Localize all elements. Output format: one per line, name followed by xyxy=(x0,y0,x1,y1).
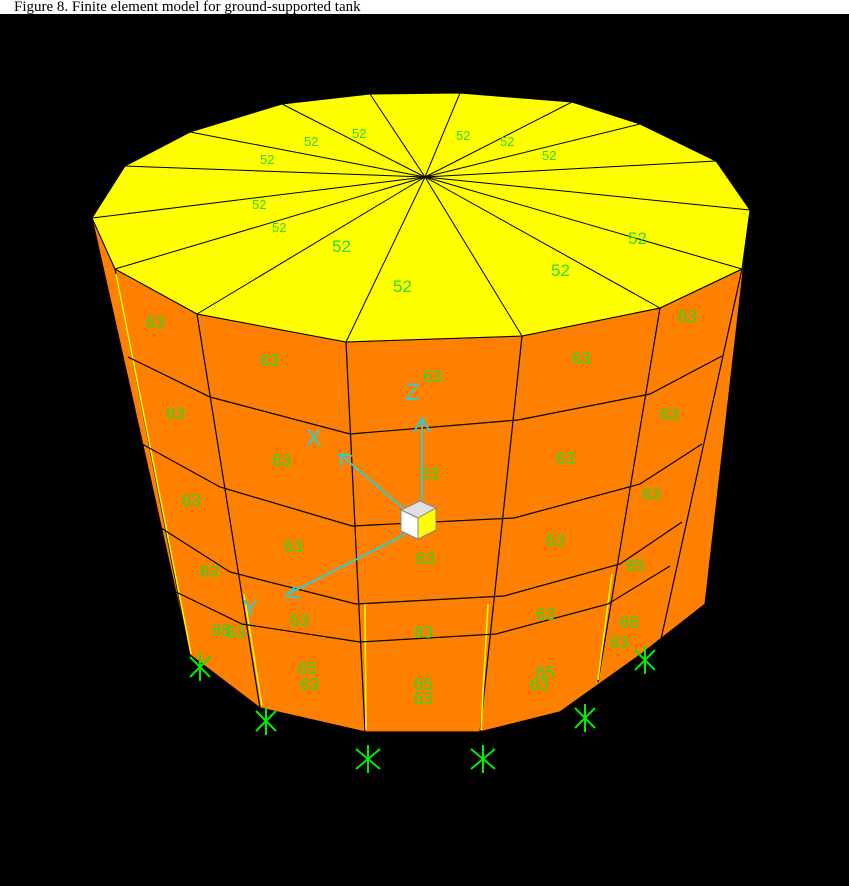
wall-label: 63 xyxy=(642,485,661,504)
wall-label: 63 xyxy=(272,451,291,470)
wall-label: 63 xyxy=(660,405,679,424)
x-axis-arrow xyxy=(338,452,353,467)
wall-label: 63 xyxy=(678,307,697,326)
roof-label: 52 xyxy=(628,229,647,248)
roof-label: 52 xyxy=(272,220,286,235)
wall-label: 63 xyxy=(146,313,165,332)
roof-label: 52 xyxy=(393,277,412,296)
roof-label: 52 xyxy=(260,152,274,167)
wall-label: 63 xyxy=(556,449,575,468)
wall-label: 63 xyxy=(200,562,219,581)
tank-roof xyxy=(91,92,751,343)
support-icon xyxy=(470,745,496,773)
wall-label: 63 xyxy=(226,623,245,642)
support-icon xyxy=(355,745,381,773)
wall-label: 63 xyxy=(416,549,435,568)
roof-label: 52 xyxy=(551,261,570,280)
wall-label: 65 xyxy=(536,663,555,682)
wall-label: 63 xyxy=(572,349,591,368)
wall-label: 65 xyxy=(620,613,639,632)
roof-label: 52 xyxy=(332,237,351,256)
wall-label: 65 xyxy=(626,556,645,575)
support-icon xyxy=(634,646,656,674)
support-icon xyxy=(574,704,596,732)
wall-label: 63 xyxy=(414,623,433,642)
y-axis-label: Y xyxy=(242,595,258,622)
x-axis-line xyxy=(341,455,411,515)
wall-label: 63 xyxy=(182,491,201,510)
wall-label: 63 xyxy=(530,675,549,694)
roof-label: 52 xyxy=(352,126,366,141)
roof-mesh-lines xyxy=(91,92,751,343)
roof-label: 52 xyxy=(456,128,470,143)
z-axis-arrow xyxy=(413,415,431,433)
wall-label: 63 xyxy=(284,537,303,556)
support-markers xyxy=(189,646,656,773)
wall-label: 63 xyxy=(290,611,309,630)
wall-label: 63 xyxy=(536,605,555,624)
roof-label: 52 xyxy=(542,148,556,163)
y-axis-arrow xyxy=(283,585,301,599)
x-axis-label: X xyxy=(306,425,322,452)
support-icon xyxy=(189,653,211,681)
tank-model-canvas[interactable]: 52 52 52 52 52 52 52 52 52 52 52 52 63 6… xyxy=(0,14,849,886)
wall-label: 63 xyxy=(414,689,433,708)
figure-caption: Figure 8. Finite element model for groun… xyxy=(14,0,361,15)
wall-label: 63 xyxy=(260,351,279,370)
roof-label: 52 xyxy=(252,197,266,212)
roof-element-labels: 52 52 52 52 52 52 52 52 52 52 52 52 xyxy=(252,126,647,296)
wall-label: 63 xyxy=(420,464,439,483)
roof-label: 52 xyxy=(304,134,318,149)
roof-label: 52 xyxy=(500,134,514,149)
model-viewport[interactable]: 52 52 52 52 52 52 52 52 52 52 52 52 63 6… xyxy=(0,14,849,886)
wall-label: 65 xyxy=(414,675,433,694)
wall-label: 65 xyxy=(298,659,317,678)
support-icon xyxy=(255,707,277,735)
wall-label: 65 xyxy=(212,621,231,640)
wall-vertical-lines xyxy=(114,268,743,733)
origin-cube-icon xyxy=(399,500,438,540)
wall-label: 63 xyxy=(300,675,319,694)
axis-triad: Z X Y xyxy=(242,379,438,622)
wall-label: 63 xyxy=(546,531,565,550)
wall-edge-highlights xyxy=(115,273,613,731)
y-axis-line xyxy=(287,531,411,595)
wall-label: 63 xyxy=(610,633,629,652)
wall-label: 63 xyxy=(423,367,442,386)
z-axis-label: Z xyxy=(405,379,420,406)
wall-label: 63 xyxy=(166,404,185,423)
wall-element-labels: 63 63 63 63 63 63 63 63 63 63 63 63 63 6… xyxy=(146,307,697,708)
